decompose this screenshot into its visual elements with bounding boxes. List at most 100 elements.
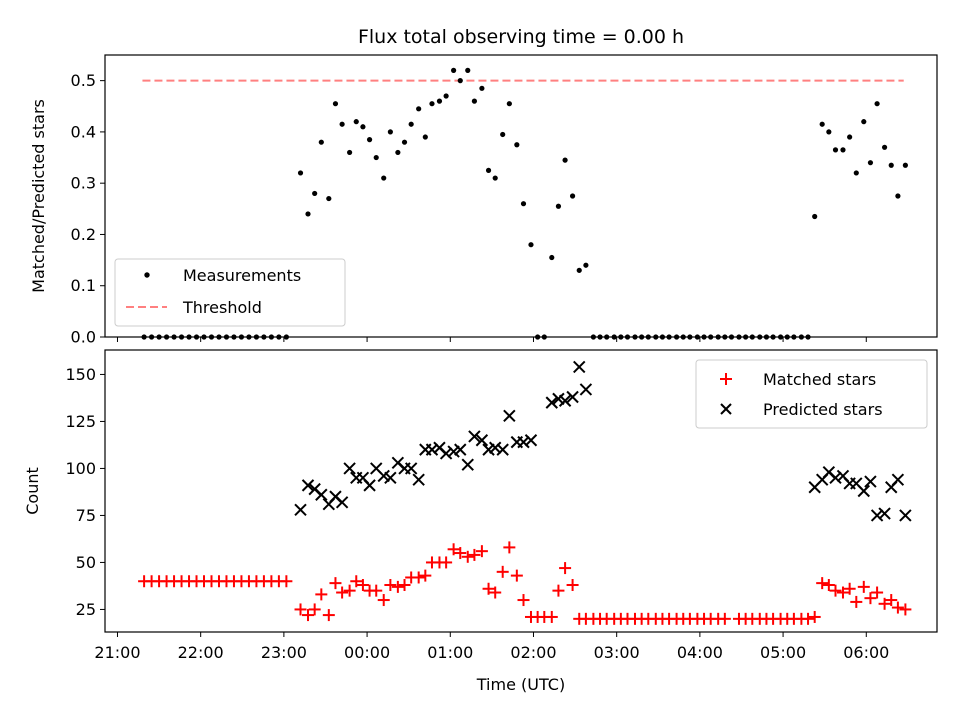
- matched-point: [370, 584, 383, 597]
- measurement-point: [297, 170, 304, 176]
- top-chart-title: Flux total observing time = 0.00 h: [358, 26, 684, 48]
- measurement-point: [422, 134, 428, 140]
- measurement-point: [353, 119, 359, 125]
- matched-point: [377, 594, 390, 607]
- predicted-point: [878, 507, 891, 520]
- measurement-point: [436, 98, 443, 104]
- predicted-point: [899, 509, 912, 522]
- predicted-point: [489, 441, 502, 454]
- matched-point: [808, 610, 821, 623]
- legend-measurements-marker: [144, 272, 150, 278]
- x-tick-label: 21:00: [94, 643, 140, 662]
- measurement-point: [429, 101, 435, 107]
- measurement-point: [360, 124, 366, 130]
- matched-point: [482, 582, 495, 595]
- measurement-point: [465, 67, 471, 73]
- matched-point: [552, 584, 565, 597]
- top-plot-frame: [104, 54, 938, 338]
- measurement-point: [895, 193, 901, 199]
- bottom-y-tick-label: 50: [76, 553, 96, 572]
- top-plot: 0.0 0.1 0.2 0.3 0.4 0.5 Matched/Predicted sta…: [29, 54, 938, 347]
- matched-point: [447, 543, 460, 556]
- predicted-point: [461, 458, 474, 471]
- measurement-point: [457, 78, 463, 84]
- measurement-point: [569, 193, 576, 199]
- predicted-point: [363, 479, 376, 492]
- legend-predicted-label: Predicted stars: [763, 400, 883, 419]
- measurement-point: [562, 157, 568, 163]
- predicted-point: [524, 434, 538, 447]
- predicted-point: [573, 360, 586, 374]
- measurement-point: [387, 129, 393, 135]
- x-tick-label: 22:00: [178, 643, 224, 662]
- top-y-axis-label: Matched/Predicted stars: [29, 99, 48, 293]
- legend-measurements-label: Measurements: [183, 266, 301, 285]
- bottom-y-tick-label: 150: [65, 365, 96, 384]
- measurement-point: [485, 167, 492, 173]
- x-tick-label: 00:00: [344, 643, 390, 662]
- predicted-point: [496, 443, 509, 456]
- top-y-tick-label: 0.4: [71, 122, 96, 141]
- measurement-point: [881, 144, 888, 150]
- predicted-point: [870, 509, 884, 522]
- measurement-point: [819, 121, 825, 127]
- matched-point: [280, 575, 293, 588]
- predicted-point: [412, 473, 425, 486]
- measurement-point: [401, 139, 408, 145]
- matched-point: [850, 595, 863, 608]
- bottom-y-axis-label: Count: [23, 467, 42, 515]
- measurement-point: [826, 129, 832, 135]
- measurement-point: [366, 137, 373, 143]
- measurement-point: [305, 211, 311, 217]
- matched-point: [878, 597, 891, 610]
- bottom-y-tick-label: 75: [76, 506, 96, 525]
- matched-point: [329, 577, 342, 590]
- x-axis-label: Time (UTC): [476, 675, 565, 694]
- matched-point: [802, 612, 815, 625]
- matched-point: [566, 579, 579, 591]
- predicted-point: [294, 503, 307, 517]
- matched-point: [454, 547, 467, 560]
- predicted-point: [566, 390, 579, 404]
- predicted-point: [857, 484, 870, 498]
- measurement-point: [332, 101, 339, 107]
- matched-point: [545, 610, 558, 623]
- predicted-point: [503, 409, 516, 423]
- matched-point: [461, 550, 474, 563]
- predicted-point: [545, 396, 558, 409]
- x-tick-label: 03:00: [594, 643, 640, 662]
- matched-point: [308, 603, 321, 616]
- bottom-plot-frame: [104, 349, 938, 633]
- bottom-y-tick-label: 125: [65, 412, 96, 431]
- matched-point: [336, 586, 349, 599]
- measurement-point: [471, 98, 478, 104]
- matched-point: [899, 603, 912, 616]
- predicted-point: [891, 473, 905, 486]
- matched-point: [510, 569, 523, 582]
- matched-point: [398, 579, 411, 591]
- measurement-point: [812, 213, 818, 220]
- measurement-point: [506, 101, 512, 107]
- matched-point: [356, 579, 369, 591]
- top-y-tick-label: 0.1: [71, 276, 96, 295]
- measurement-point: [840, 147, 846, 153]
- matched-point: [829, 584, 842, 597]
- predicted-point: [384, 471, 397, 485]
- top-y-tick-label: 0.2: [71, 225, 96, 244]
- matched-point: [496, 565, 509, 578]
- measurement-point: [549, 254, 555, 261]
- predicted-point: [439, 447, 453, 460]
- measurement-point: [555, 203, 562, 209]
- predicted-point: [558, 394, 572, 407]
- measurement-point: [408, 121, 414, 127]
- measurement-point: [451, 67, 457, 73]
- predicted-point: [579, 383, 593, 396]
- measurement-point: [583, 262, 589, 268]
- matched-point: [517, 594, 530, 607]
- matched-point: [718, 612, 731, 625]
- bottom-y-tick-label: 100: [65, 459, 96, 478]
- predicted-point: [425, 443, 439, 456]
- matched-point: [864, 592, 877, 605]
- x-tick-label: 01:00: [427, 643, 473, 662]
